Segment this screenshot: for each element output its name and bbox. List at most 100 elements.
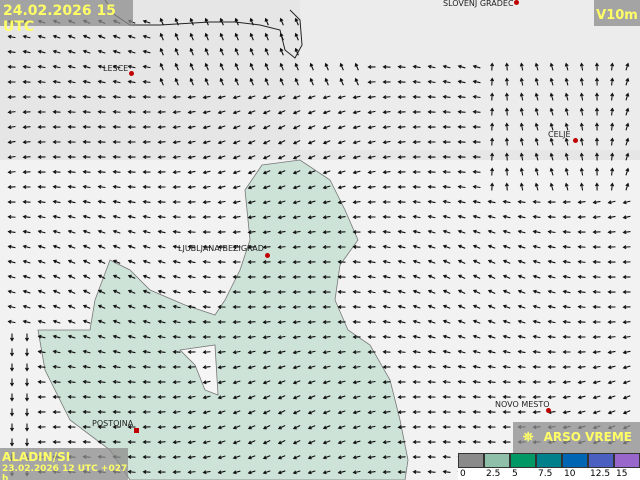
wind-arrow [427, 349, 436, 354]
wind-arrow [564, 152, 569, 161]
wind-arrow [202, 274, 211, 279]
wind-arrow [322, 410, 331, 415]
wind-arrow [82, 124, 91, 129]
wind-arrow [457, 379, 466, 384]
wind-arrow [502, 304, 511, 309]
wind-arrow [442, 304, 451, 309]
wind-arrow [532, 259, 541, 264]
wind-arrow [397, 214, 406, 219]
wind-arrow [487, 409, 496, 414]
wind-arrow [397, 170, 406, 175]
wind-arrow [322, 470, 331, 475]
wind-arrow [247, 185, 256, 190]
wind-arrow [502, 229, 511, 234]
wind-arrow [367, 304, 376, 309]
wind-arrow [157, 214, 166, 219]
wind-arrow [294, 32, 299, 41]
wind-arrow [352, 229, 361, 235]
wind-arrow [457, 169, 466, 174]
wind-arrow [457, 94, 466, 99]
wind-arrow [112, 379, 121, 384]
legend-tick: 12.5 [590, 469, 611, 479]
wind-arrow [22, 125, 31, 130]
wind-arrow [262, 335, 271, 340]
wind-arrow [172, 364, 181, 370]
wind-arrow [367, 64, 376, 70]
wind-arrow [547, 304, 556, 309]
wind-arrow [7, 319, 16, 324]
wind-arrow [534, 122, 539, 131]
wind-arrow [382, 170, 391, 175]
wind-arrow [412, 334, 421, 339]
wind-arrow [67, 304, 76, 309]
wind-arrow [112, 79, 121, 84]
wind-arrow [262, 470, 271, 475]
wind-arrow [264, 32, 269, 41]
wind-arrow [217, 125, 226, 130]
wind-arrow [352, 185, 361, 190]
wind-arrow [67, 49, 76, 54]
wind-arrow [249, 77, 254, 86]
wind-arrow [262, 380, 271, 385]
wind-arrow [547, 349, 556, 354]
wind-arrow [292, 365, 301, 370]
wind-arrow [292, 170, 301, 175]
wind-arrow [232, 200, 241, 205]
wind-arrow [307, 350, 316, 355]
wind-arrow [397, 259, 406, 264]
wind-arrow [202, 155, 211, 160]
wind-arrow [127, 199, 136, 204]
wind-arrow [37, 334, 46, 339]
wind-arrow [517, 319, 526, 324]
wind-arrow [52, 304, 61, 309]
wind-arrow [157, 304, 166, 309]
wind-arrow [610, 122, 615, 131]
wind-arrow [397, 79, 406, 84]
wind-arrow [97, 289, 106, 294]
wind-arrow [97, 64, 106, 69]
wind-arrow [490, 152, 495, 161]
wind-arrow [202, 259, 211, 264]
wind-arrow [490, 77, 495, 86]
wind-arrow [127, 259, 136, 264]
wind-arrow [112, 229, 121, 234]
wind-arrow [157, 455, 166, 460]
wind-arrow [67, 229, 76, 234]
wind-arrow [472, 214, 481, 219]
wind-arrow [382, 334, 391, 339]
wind-arrow [232, 380, 241, 385]
wind-arrow [232, 440, 241, 445]
wind-arrow [52, 439, 61, 444]
wind-arrow [592, 319, 601, 325]
wind-arrow [97, 109, 106, 114]
wind-arrow [382, 79, 391, 85]
wind-arrow [579, 62, 584, 71]
wind-arrow [127, 34, 136, 39]
wind-arrow [592, 365, 601, 370]
wind-arrow [397, 319, 406, 324]
wind-arrow [112, 34, 121, 39]
wind-arrow [457, 154, 466, 159]
wind-arrow [519, 167, 524, 176]
wind-arrow [502, 259, 511, 264]
wind-arrow [24, 363, 30, 372]
wind-arrow [397, 380, 406, 385]
wind-arrow [37, 140, 46, 145]
wind-arrow [52, 94, 61, 99]
wind-arrow [322, 155, 331, 160]
wind-arrow [37, 304, 46, 309]
legend-swatch [562, 453, 588, 468]
wind-arrow [67, 319, 76, 324]
wind-arrow [7, 274, 16, 279]
wind-arrow [24, 378, 30, 387]
wind-arrow [277, 215, 286, 220]
wind-arrow [427, 439, 436, 445]
wind-area-2-5-5 [37, 159, 409, 480]
wind-arrow [322, 140, 331, 145]
wind-arrow [277, 395, 286, 400]
wind-arrow [247, 335, 256, 340]
wind-arrow [82, 214, 91, 219]
wind-arrow [307, 110, 316, 115]
wind-arrow [97, 274, 106, 280]
wind-arrow [159, 32, 164, 41]
